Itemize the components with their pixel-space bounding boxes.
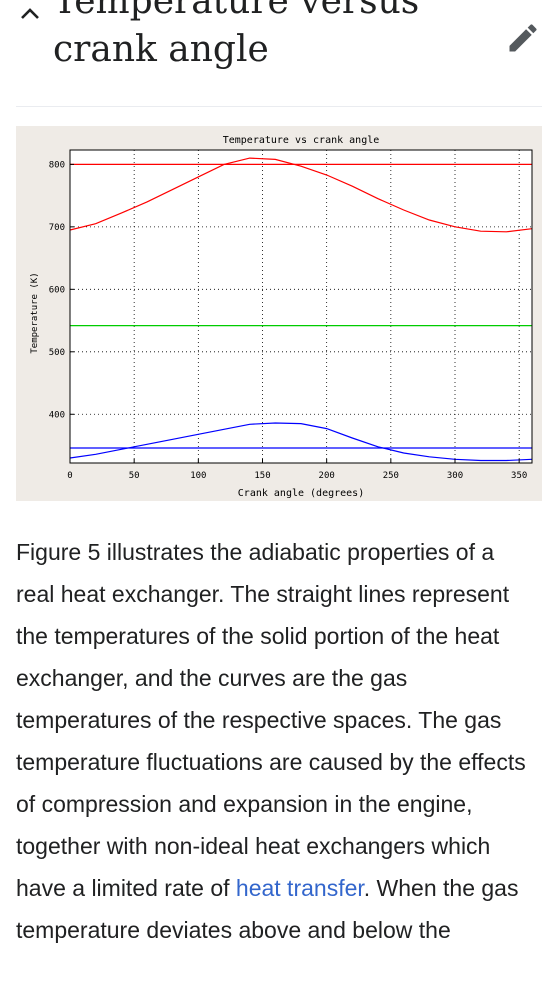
plot-area bbox=[70, 150, 532, 463]
plot-frame bbox=[69, 149, 533, 464]
y-axis-label: Temperature (K) bbox=[30, 272, 40, 353]
x-axis-label: Crank angle (degrees) bbox=[238, 488, 364, 499]
y-tick-label: 500 bbox=[49, 348, 65, 358]
paragraph-text-1: Figure 5 illustrates the adiabatic prope… bbox=[16, 539, 526, 901]
temperature-chart: Temperature vs crank angle 0 50 100 150 200 2… bbox=[30, 135, 533, 499]
x-tick-label: 0 bbox=[67, 471, 72, 481]
x-tick-label: 150 bbox=[254, 471, 270, 481]
x-tick-label: 250 bbox=[383, 471, 399, 481]
body-paragraph: Figure 5 illustrates the adiabatic prope… bbox=[16, 531, 538, 951]
chart-title: Temperature vs crank angle bbox=[223, 135, 380, 146]
section-header[interactable]: Temperature versus crank angle bbox=[0, 0, 550, 108]
x-tick-label: 50 bbox=[129, 471, 140, 481]
series-line-2 bbox=[69, 157, 533, 233]
y-tick-label: 700 bbox=[49, 223, 65, 233]
heat-transfer-link[interactable]: heat transfer bbox=[235, 875, 364, 901]
figure-image[interactable]: Temperature vs crank angle 0 50 100 150 200 2… bbox=[16, 126, 542, 501]
y-tick-label: 400 bbox=[49, 410, 65, 420]
y-tick-label: 600 bbox=[49, 285, 65, 295]
pencil-icon[interactable] bbox=[505, 20, 541, 56]
x-tick-label: 100 bbox=[190, 471, 206, 481]
x-tick-label: 350 bbox=[511, 471, 527, 481]
y-tick-label: 800 bbox=[49, 160, 65, 170]
chevron-up-icon[interactable] bbox=[18, 2, 42, 26]
x-tick-label: 300 bbox=[447, 471, 463, 481]
chart-grid bbox=[70, 150, 532, 463]
section-divider bbox=[16, 106, 542, 107]
section-title: Temperature versus crank angle bbox=[53, 0, 420, 70]
chart-ticks: 0 50 100 150 200 250 300 350 400 500 600 700 800 bbox=[49, 160, 528, 481]
x-tick-label: 200 bbox=[319, 471, 335, 481]
chart-series bbox=[69, 157, 533, 462]
paragraph-text-2: . When the gas temperature deviates abov… bbox=[16, 875, 519, 943]
